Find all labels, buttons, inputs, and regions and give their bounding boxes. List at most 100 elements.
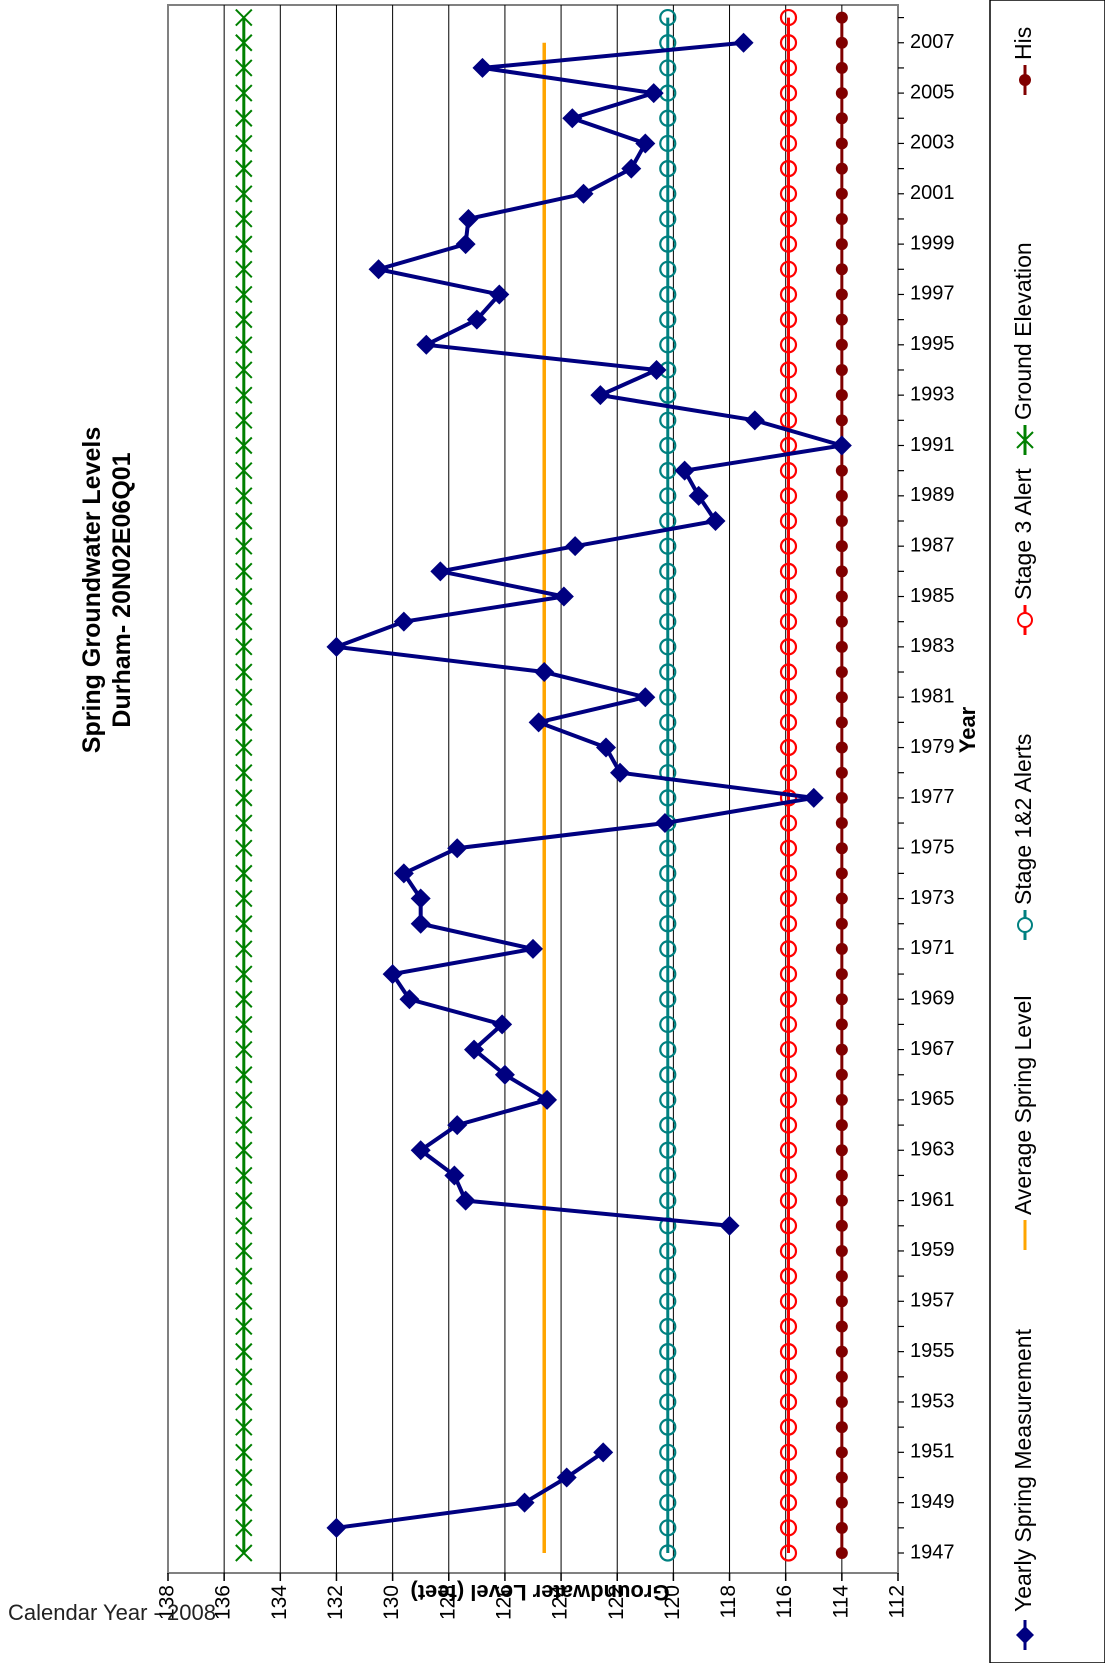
legend-label: Average Spring Level [1010,996,1036,1216]
x-tick-label: 1993 [910,383,955,405]
data-point [835,1496,848,1509]
data-point [593,1442,614,1463]
x-tick-label: 2001 [910,182,955,204]
data-point [410,1140,431,1161]
legend-marker [1017,917,1033,933]
data-point [659,613,677,631]
data-point [659,562,677,580]
data-point [235,1443,253,1462]
data-point [779,1418,798,1436]
data-point [779,764,798,782]
data-point [835,61,848,74]
data-point [659,487,677,505]
data-point [399,989,420,1010]
data-point [235,1040,253,1059]
data-point [659,889,677,908]
data-point [659,260,677,278]
data-point [779,1242,798,1260]
footer-caption: Calendar Year - 2008 [8,1600,216,1625]
data-point [779,1519,798,1537]
data-point [659,940,677,958]
data-point [779,386,798,404]
data-point [779,1217,798,1235]
data-point [835,791,848,804]
y-tick-label: 138 [156,1585,179,1620]
data-point [235,763,253,782]
data-point [779,789,798,807]
data-point [326,636,347,657]
data-point [382,964,403,985]
data-point [835,238,848,251]
data-point [447,1115,468,1136]
data-point [235,1292,253,1310]
data-point [835,917,848,930]
data-point [235,1141,253,1159]
data-point [779,613,798,631]
x-tick-label: 2007 [910,31,955,53]
data-point [368,259,389,280]
data-point [835,1270,848,1283]
data-point [235,285,253,304]
data-point [235,185,253,203]
data-point [659,1116,677,1134]
data-point [659,235,677,253]
data-point [659,965,677,983]
data-point [835,766,848,779]
data-point [489,284,510,305]
y-tick-label: 124 [549,1585,572,1620]
data-point [659,1519,677,1537]
data-point [835,288,848,301]
data-point [659,8,677,27]
data-point [835,363,848,376]
data-point [659,59,677,77]
data-point [835,87,848,100]
data-point [835,212,848,225]
data-point [659,1468,677,1487]
data-point [659,1091,677,1109]
x-tick-label: 1947 [910,1541,955,1563]
data-point [659,738,677,757]
data-point [534,662,555,683]
data-point [835,1093,848,1106]
legend-marker [1017,612,1033,628]
data-point [835,867,848,880]
data-point [621,158,642,179]
data-point [235,663,253,681]
data-point [553,586,574,607]
data-point [659,210,677,228]
data-point [659,160,677,178]
y-tick-label: 112 [886,1585,909,1618]
data-point [835,666,848,679]
x-tick-label: 1955 [910,1340,955,1362]
data-point [835,1446,848,1459]
data-point [235,461,253,480]
data-point [835,313,848,326]
data-point [565,536,586,557]
data-point [235,436,253,455]
data-point [235,336,253,354]
y-tick-label: 120 [661,1585,684,1620]
data-point [659,1494,677,1512]
data-point [235,1418,253,1436]
data-point [235,537,253,555]
data-point [659,436,677,455]
y-tick-label: 114 [829,1585,852,1619]
data-point [835,515,848,527]
data-point [831,435,852,456]
data-point [835,968,848,981]
data-point [235,789,253,807]
data-point [235,915,253,933]
data-point [835,11,848,24]
x-tick-label: 1977 [910,786,955,808]
data-point [235,487,253,505]
data-point [835,615,848,628]
y-tick-label: 126 [492,1585,515,1620]
data-point [779,1368,798,1386]
data-point [235,109,253,127]
data-point [235,1217,253,1235]
data-point [835,1068,848,1081]
data-point [835,942,848,955]
x-tick-label: 2005 [910,81,955,103]
data-point [590,385,611,406]
data-point [835,187,848,200]
